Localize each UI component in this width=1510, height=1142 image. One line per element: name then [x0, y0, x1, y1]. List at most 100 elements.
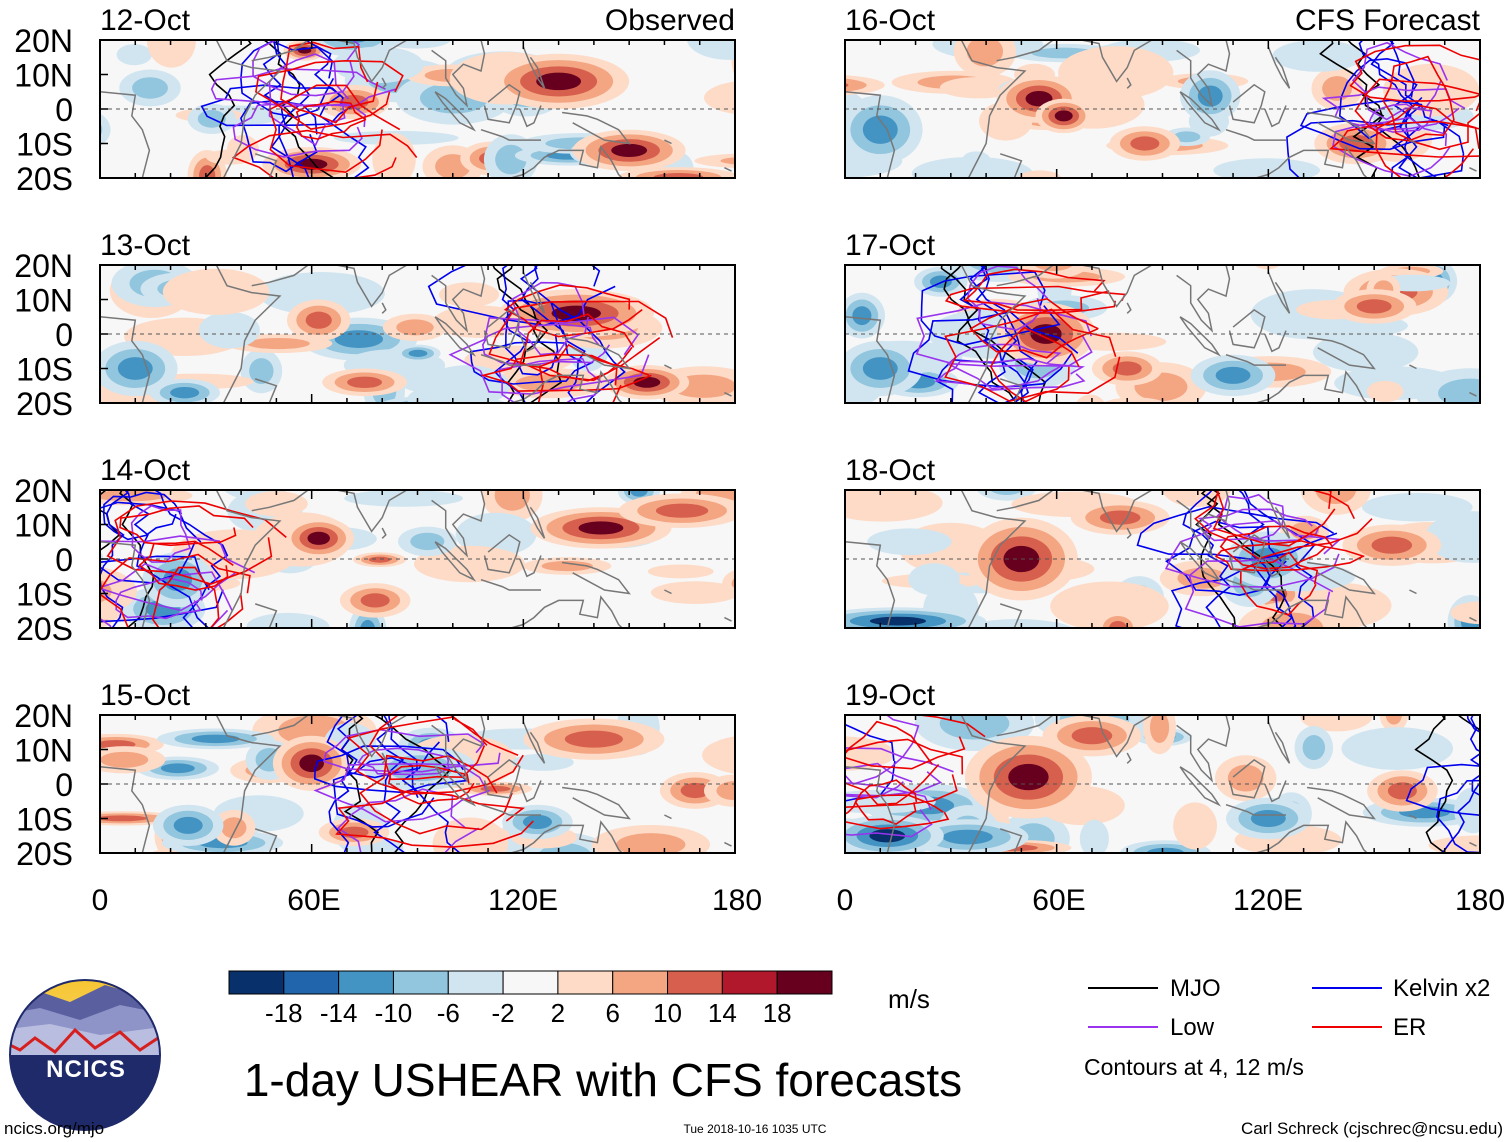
shading-cell [716, 781, 735, 801]
coastline [1306, 561, 1376, 595]
contour-line-mjo [943, 265, 1017, 403]
coastline [434, 541, 477, 582]
credit: Carl Schreck (cjschrec@ncsu.edu) [1241, 1119, 1503, 1138]
coastline [1225, 128, 1286, 141]
contour-line-mjo [1414, 715, 1454, 853]
coastline [1225, 353, 1286, 366]
y-tick-label: 20N [14, 698, 73, 734]
contour-line-kelvin [1469, 715, 1480, 753]
coastline [336, 715, 408, 758]
contour-line-er [106, 500, 287, 585]
contour-line-er [1219, 525, 1334, 570]
panel-16-oct: 16-Oct CFS Forecast [844, 4, 1481, 179]
coastline [336, 40, 408, 83]
coastline [336, 490, 408, 533]
panel-17-oct: 17-Oct [844, 229, 1481, 404]
shading-cell [852, 306, 872, 326]
coastline [519, 780, 542, 803]
contour-line-kelvin [200, 84, 353, 127]
shading-cell [616, 833, 686, 853]
coastline [1306, 336, 1376, 370]
panel-date-label: 16-Oct [845, 4, 936, 37]
panel-18-oct: 18-Oct [844, 454, 1481, 629]
coastline [1228, 308, 1266, 349]
coastline [664, 364, 672, 370]
coastline [724, 841, 732, 847]
coastline [1126, 77, 1132, 89]
site-link[interactable]: ncics.org/mjo [4, 1119, 104, 1138]
shading-cell [1130, 136, 1160, 151]
coastline [1409, 589, 1417, 595]
coastline [508, 595, 623, 628]
shading-cell [694, 153, 735, 169]
coastline [251, 490, 309, 512]
shading-cell [307, 531, 330, 545]
coastline [1306, 111, 1376, 145]
shading-cell [1387, 782, 1417, 800]
colorbar-swatch [228, 970, 285, 995]
contour-line-low [1184, 557, 1334, 628]
contour-line-er [368, 715, 488, 781]
shading-cell [704, 81, 735, 115]
shading-cell [1033, 265, 1074, 271]
contour-line-er [151, 566, 220, 628]
coastline [431, 715, 486, 783]
coastline [1176, 490, 1231, 558]
coastline [845, 766, 896, 853]
shading-cell [911, 156, 1033, 178]
contour-line-er [268, 84, 401, 174]
shading-cell [1008, 763, 1049, 791]
contour-line-low [232, 102, 367, 158]
y-tick-label: 20S [16, 836, 73, 872]
contour-line-mjo [1319, 40, 1421, 178]
coastline [664, 589, 672, 595]
contour-line-mjo [492, 265, 563, 403]
coastline [254, 378, 278, 403]
coastline [480, 128, 541, 141]
coastline [254, 828, 278, 853]
coastline [1176, 40, 1231, 108]
colorbar-swatch [392, 970, 449, 995]
shading-cell [564, 730, 623, 748]
coastline [999, 828, 1023, 853]
contour-line-low [130, 504, 192, 563]
contour-line-kelvin [1182, 490, 1232, 628]
coastline [480, 803, 541, 816]
shading-cell [344, 490, 464, 507]
shading-cell [990, 490, 1024, 495]
coastline [215, 40, 282, 178]
contour-line-er [480, 353, 652, 392]
contour-line-er [347, 716, 524, 795]
shading-cell [1260, 612, 1324, 628]
shading-cell [647, 564, 714, 579]
contour-line-er [1382, 55, 1455, 141]
colorbar-swatch [502, 970, 559, 995]
shading-cell [720, 157, 735, 165]
panel-19-oct: 19-Oct [844, 679, 1481, 854]
coastline [251, 265, 309, 287]
shading-cell [368, 556, 391, 563]
contour-line-low [845, 782, 933, 838]
shading-cell [249, 358, 274, 384]
coastline [996, 715, 1054, 737]
coastline [561, 561, 631, 595]
coastline [215, 715, 282, 853]
x-tick-label: 180 [1455, 884, 1505, 917]
coastline [522, 271, 546, 314]
contour-line-low [946, 343, 1066, 390]
coastline [1252, 370, 1368, 403]
contour-line-er [119, 505, 254, 547]
contour-line-kelvin [427, 265, 616, 327]
contour-line-low [268, 53, 350, 147]
coastline [431, 40, 486, 108]
shading-cell [1253, 265, 1281, 270]
shading-cell [845, 490, 943, 522]
shading-cell [438, 282, 500, 307]
shading-cell [522, 814, 552, 830]
shading-cell [100, 566, 137, 616]
shading-cell [1025, 90, 1053, 107]
shading-cell [630, 490, 648, 497]
coastline [1179, 316, 1222, 357]
